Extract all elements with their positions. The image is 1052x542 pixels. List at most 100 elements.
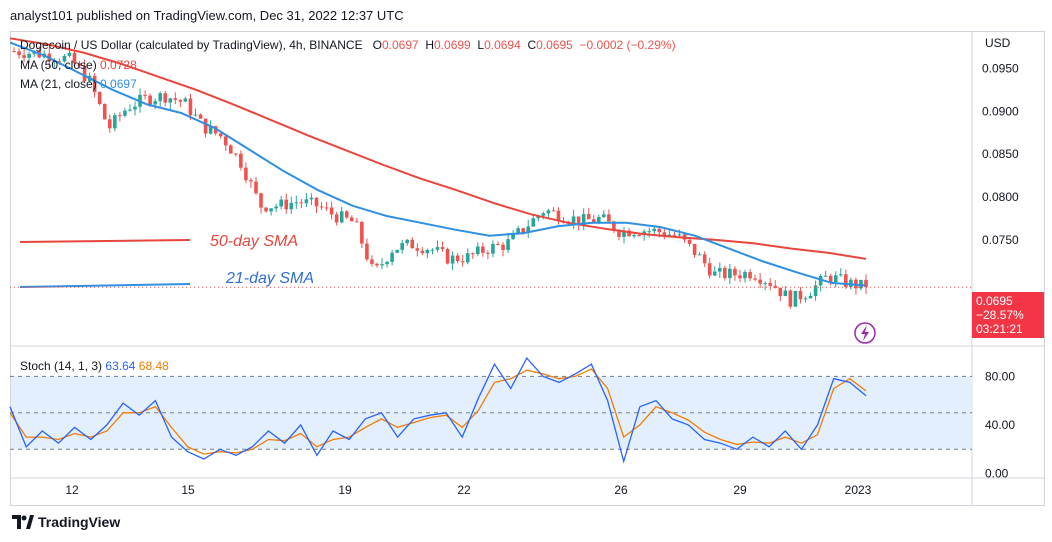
candle-body bbox=[536, 215, 541, 219]
candle-body bbox=[556, 210, 561, 222]
candle-body bbox=[410, 239, 415, 249]
candle-body bbox=[183, 98, 188, 102]
lightning-icon[interactable] bbox=[854, 322, 876, 344]
brand-name: TradingView bbox=[38, 514, 121, 530]
candle-body bbox=[687, 239, 692, 244]
stoch-k-line bbox=[9, 356, 867, 464]
candle-body bbox=[657, 228, 662, 233]
candle-body bbox=[677, 234, 682, 236]
close-label: C bbox=[527, 38, 537, 52]
candle-body bbox=[546, 210, 551, 214]
candle-body bbox=[753, 278, 757, 280]
candle-body bbox=[531, 218, 536, 227]
candle-body bbox=[294, 202, 299, 204]
candle-body bbox=[697, 254, 702, 256]
stoch-tick-label: 40.00 bbox=[985, 418, 1015, 432]
candle-body bbox=[470, 253, 475, 255]
candle-body bbox=[662, 232, 667, 237]
candle-body bbox=[113, 115, 117, 129]
candle-body bbox=[445, 248, 450, 264]
candle-body bbox=[788, 290, 793, 307]
bar-countdown: 03:21:21 bbox=[976, 322, 1023, 336]
candle-body bbox=[213, 126, 218, 134]
candle-body bbox=[541, 213, 546, 216]
candle-body bbox=[279, 199, 283, 207]
candle-body bbox=[415, 248, 420, 251]
candle-body bbox=[793, 290, 798, 307]
candle-body bbox=[193, 114, 198, 116]
candle-body bbox=[57, 61, 62, 63]
ma50-legend[interactable]: MA (50, close) 0.0728 bbox=[20, 58, 137, 72]
candle-body bbox=[173, 98, 178, 100]
time-tick-label: 2023 bbox=[845, 483, 872, 497]
candle-body bbox=[390, 252, 394, 262]
candle-body bbox=[617, 230, 621, 237]
candle-body bbox=[622, 230, 626, 237]
candle-body bbox=[198, 114, 203, 119]
candle-body bbox=[168, 98, 173, 103]
stoch-label: Stoch (14, 1, 3) bbox=[20, 359, 103, 373]
candle-body bbox=[360, 222, 364, 244]
candle-body bbox=[304, 199, 309, 204]
price-tick-label: 0.0950 bbox=[982, 61, 1019, 75]
candle-body bbox=[148, 95, 152, 105]
candle-body bbox=[158, 93, 163, 102]
price-tick-label: 0.0900 bbox=[982, 104, 1019, 118]
symbol-legend: Dogecoin / US Dollar (calculated by Trad… bbox=[20, 38, 676, 52]
candle-body bbox=[344, 211, 349, 218]
time-tick-label: 26 bbox=[614, 483, 628, 497]
candle-body bbox=[67, 52, 72, 56]
candle-body bbox=[62, 55, 67, 62]
sma21-legend-line bbox=[19, 283, 191, 288]
candle-body bbox=[208, 126, 213, 134]
sma50-legend-line bbox=[19, 239, 191, 243]
candle-body bbox=[228, 145, 233, 154]
candle-body bbox=[511, 233, 515, 240]
candle-body bbox=[521, 228, 525, 233]
last-price-tag: 0.0695 −28.57% 03:21:21 bbox=[972, 292, 1044, 338]
time-tick-label: 19 bbox=[338, 483, 352, 497]
candle-body bbox=[72, 52, 77, 64]
symbol-title[interactable]: Dogecoin / US Dollar (calculated by Trad… bbox=[20, 38, 363, 52]
candle-body bbox=[188, 98, 193, 116]
candle-body bbox=[430, 249, 435, 251]
candle-body bbox=[365, 243, 369, 260]
candle-body bbox=[612, 221, 616, 231]
candle-body bbox=[783, 290, 788, 297]
stoch-tick-label: 80.00 bbox=[985, 369, 1015, 383]
candle-body bbox=[339, 211, 344, 223]
ma21-legend[interactable]: MA (21, close) 0.0697 bbox=[20, 77, 137, 91]
candle-body bbox=[632, 235, 636, 237]
candle-body bbox=[798, 290, 803, 300]
candle-body bbox=[264, 207, 268, 212]
stoch-legend[interactable]: Stoch (14, 1, 3) 63.64 68.48 bbox=[20, 359, 169, 373]
candle-body bbox=[218, 133, 223, 137]
candle-body bbox=[143, 94, 147, 96]
time-tick-label: 15 bbox=[181, 483, 195, 497]
price-tick-label: 0.0850 bbox=[982, 147, 1019, 161]
publish-header: analyst101 published on TradingView.com,… bbox=[10, 8, 404, 23]
candle-body bbox=[319, 206, 324, 208]
candle-body bbox=[435, 247, 440, 250]
candlesticks bbox=[12, 46, 868, 309]
candle-body bbox=[102, 103, 107, 120]
candle-body bbox=[375, 263, 379, 266]
candle-body bbox=[27, 53, 31, 58]
candle-body bbox=[22, 55, 26, 58]
candle-body bbox=[460, 261, 465, 263]
candle-body bbox=[758, 279, 762, 284]
candle-body bbox=[813, 285, 818, 296]
candle-body bbox=[828, 275, 833, 283]
time-tick-label: 29 bbox=[733, 483, 747, 497]
ma50-value: 0.0728 bbox=[100, 58, 137, 72]
candle-body bbox=[239, 153, 243, 168]
candle-body bbox=[586, 214, 591, 220]
candle-body bbox=[647, 231, 652, 233]
tradingview-footer[interactable]: TradingView bbox=[12, 514, 120, 530]
candle-body bbox=[844, 274, 848, 287]
candle-body bbox=[692, 243, 697, 255]
candle-body bbox=[118, 115, 122, 117]
candle-body bbox=[385, 261, 389, 265]
candle-body bbox=[299, 202, 304, 204]
